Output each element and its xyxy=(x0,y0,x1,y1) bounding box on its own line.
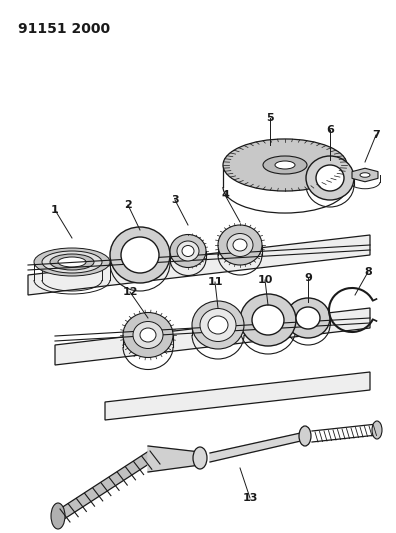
Text: 1: 1 xyxy=(51,205,59,215)
Polygon shape xyxy=(58,447,155,523)
Ellipse shape xyxy=(51,503,65,529)
Text: 2: 2 xyxy=(124,200,132,210)
Ellipse shape xyxy=(123,312,173,358)
Text: 11: 11 xyxy=(207,277,223,287)
Ellipse shape xyxy=(227,233,253,256)
Ellipse shape xyxy=(140,328,156,342)
Ellipse shape xyxy=(372,421,382,439)
Ellipse shape xyxy=(316,165,344,191)
Polygon shape xyxy=(210,432,305,462)
Ellipse shape xyxy=(170,235,206,268)
Ellipse shape xyxy=(42,251,102,273)
Ellipse shape xyxy=(286,298,330,338)
Polygon shape xyxy=(28,235,370,295)
Ellipse shape xyxy=(34,248,110,276)
Polygon shape xyxy=(55,308,370,365)
Ellipse shape xyxy=(233,239,247,251)
Ellipse shape xyxy=(306,156,354,200)
Polygon shape xyxy=(105,372,370,420)
Polygon shape xyxy=(148,446,200,472)
Ellipse shape xyxy=(121,237,159,273)
Ellipse shape xyxy=(208,316,228,334)
Ellipse shape xyxy=(110,227,170,283)
Ellipse shape xyxy=(296,307,320,329)
Text: 13: 13 xyxy=(242,493,258,503)
Ellipse shape xyxy=(177,241,199,261)
Ellipse shape xyxy=(275,161,295,169)
Ellipse shape xyxy=(193,447,207,469)
Text: 3: 3 xyxy=(171,195,179,205)
Text: 9: 9 xyxy=(304,273,312,283)
Ellipse shape xyxy=(223,139,347,191)
Ellipse shape xyxy=(299,426,311,446)
Ellipse shape xyxy=(133,321,163,349)
Ellipse shape xyxy=(360,173,370,177)
Text: 4: 4 xyxy=(221,190,229,200)
Text: 7: 7 xyxy=(372,130,380,140)
Ellipse shape xyxy=(240,294,296,346)
Text: 91151 2000: 91151 2000 xyxy=(18,22,110,36)
Ellipse shape xyxy=(263,156,307,174)
Ellipse shape xyxy=(58,257,86,267)
Ellipse shape xyxy=(182,246,194,256)
Text: 5: 5 xyxy=(266,113,274,123)
Ellipse shape xyxy=(218,225,262,265)
Ellipse shape xyxy=(192,301,244,349)
Text: 8: 8 xyxy=(364,267,372,277)
Text: 10: 10 xyxy=(257,275,273,285)
Text: 12: 12 xyxy=(122,287,138,297)
Ellipse shape xyxy=(252,305,284,335)
Ellipse shape xyxy=(50,254,94,270)
Text: 6: 6 xyxy=(326,125,334,135)
Ellipse shape xyxy=(200,309,236,342)
Polygon shape xyxy=(352,168,378,182)
